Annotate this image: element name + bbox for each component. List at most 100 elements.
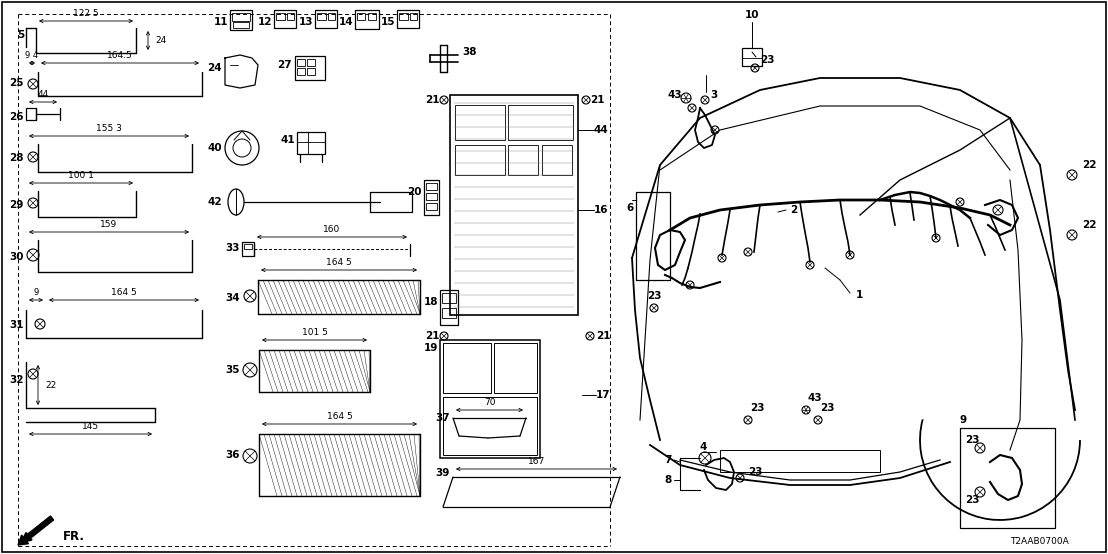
Text: 11: 11: [214, 17, 228, 27]
Bar: [399, 13, 408, 20]
Bar: [425, 183, 437, 190]
Text: 12: 12: [257, 17, 271, 27]
Bar: [25, 108, 35, 120]
Text: 23: 23: [965, 435, 979, 445]
Text: 43: 43: [667, 90, 683, 100]
Text: 24: 24: [207, 63, 222, 73]
Bar: [317, 13, 326, 20]
Bar: [455, 145, 505, 175]
Text: 145: 145: [82, 422, 99, 431]
Text: 6: 6: [627, 203, 634, 213]
Bar: [232, 13, 250, 21]
Text: 23: 23: [748, 467, 762, 477]
Text: 167: 167: [527, 457, 545, 466]
Bar: [287, 13, 294, 20]
Text: 26: 26: [10, 112, 24, 122]
Text: FR.: FR.: [63, 531, 85, 543]
Bar: [315, 10, 337, 28]
Bar: [230, 10, 252, 30]
Bar: [443, 343, 491, 393]
Text: 7: 7: [665, 455, 671, 465]
Text: 18: 18: [423, 297, 438, 307]
Bar: [442, 293, 456, 303]
Text: 164 5: 164 5: [111, 288, 137, 297]
Text: 2: 2: [790, 205, 798, 215]
Text: 23: 23: [750, 403, 765, 413]
Bar: [507, 105, 573, 140]
Text: 155 3: 155 3: [96, 124, 122, 133]
Text: 44: 44: [38, 90, 49, 99]
Bar: [507, 145, 538, 175]
Text: 9: 9: [33, 288, 39, 297]
Bar: [297, 59, 305, 66]
Text: 20: 20: [408, 187, 422, 197]
Text: 23: 23: [760, 55, 774, 65]
Text: 1: 1: [856, 290, 863, 300]
Bar: [355, 10, 379, 29]
Text: 23: 23: [647, 291, 661, 301]
Text: 21: 21: [589, 95, 605, 105]
Text: 42: 42: [207, 197, 222, 207]
Text: 30: 30: [10, 252, 24, 262]
Text: 101 5: 101 5: [301, 328, 328, 337]
Text: 160: 160: [324, 225, 340, 234]
Text: 100 1: 100 1: [68, 171, 94, 180]
Bar: [494, 343, 537, 393]
Text: 32: 32: [10, 375, 24, 385]
FancyArrow shape: [18, 516, 53, 545]
Bar: [368, 13, 376, 20]
Text: 44: 44: [594, 125, 608, 135]
Text: 43: 43: [808, 393, 822, 403]
Text: 37: 37: [435, 413, 450, 423]
Bar: [242, 242, 254, 256]
Text: 24: 24: [155, 36, 166, 45]
Text: T2AAB0700A: T2AAB0700A: [1010, 537, 1069, 546]
Bar: [357, 13, 365, 20]
Text: 31: 31: [10, 320, 24, 330]
Text: 34: 34: [225, 293, 240, 303]
Bar: [274, 10, 296, 28]
Text: 164.5: 164.5: [107, 51, 133, 60]
Text: 29: 29: [10, 200, 24, 210]
Bar: [410, 13, 417, 20]
Bar: [443, 397, 537, 455]
Text: 3: 3: [710, 90, 717, 100]
Bar: [425, 193, 437, 200]
Text: 21: 21: [596, 331, 611, 341]
Bar: [440, 290, 458, 325]
Text: 28: 28: [10, 153, 24, 163]
Text: 16: 16: [594, 205, 608, 215]
Text: 27: 27: [277, 60, 293, 70]
Text: 35: 35: [226, 365, 240, 375]
Bar: [328, 13, 335, 20]
Text: 22: 22: [45, 381, 57, 389]
Text: 25: 25: [10, 78, 24, 88]
Bar: [424, 180, 439, 215]
Bar: [297, 132, 325, 154]
Bar: [307, 68, 315, 75]
Bar: [276, 13, 285, 20]
Text: 36: 36: [226, 450, 240, 460]
Bar: [233, 22, 249, 28]
Bar: [442, 308, 456, 318]
Bar: [297, 68, 305, 75]
Text: 22: 22: [1083, 160, 1097, 170]
Bar: [440, 340, 540, 458]
Bar: [960, 428, 1055, 528]
Text: 19: 19: [423, 343, 438, 353]
Text: 9 4: 9 4: [25, 51, 39, 60]
Text: 39: 39: [435, 468, 450, 478]
Text: 164 5: 164 5: [326, 258, 352, 267]
Text: 70: 70: [484, 398, 495, 407]
Bar: [450, 95, 578, 315]
Text: 23: 23: [965, 495, 979, 505]
Bar: [720, 450, 880, 472]
Text: 41: 41: [280, 135, 295, 145]
Text: 21: 21: [425, 95, 440, 105]
Text: 38: 38: [462, 47, 476, 57]
Text: 8: 8: [665, 475, 671, 485]
Text: 159: 159: [101, 220, 117, 229]
Bar: [425, 203, 437, 210]
Text: 122 5: 122 5: [73, 9, 99, 18]
Bar: [307, 59, 315, 66]
